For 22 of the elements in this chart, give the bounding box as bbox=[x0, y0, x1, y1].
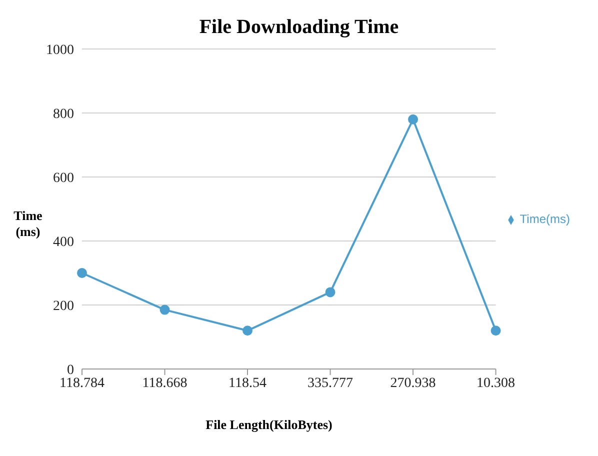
point bbox=[408, 114, 418, 124]
y-tick-label: 200 bbox=[53, 298, 74, 314]
y-tick-label: 1000 bbox=[46, 42, 74, 58]
x-tick-label: 118.668 bbox=[142, 376, 188, 391]
x-tick-label: 270.938 bbox=[390, 376, 436, 391]
legend-label: Time(ms) bbox=[520, 212, 570, 226]
x-tick-label: 118.54 bbox=[228, 376, 267, 391]
y-tick-label: 400 bbox=[53, 234, 74, 250]
x-tick-label: 118.784 bbox=[60, 376, 104, 391]
x-tick-label: 335.777 bbox=[308, 376, 354, 391]
y-tick-label: 0 bbox=[67, 362, 74, 378]
x-axis-title: File Length(KiloBytes) bbox=[204, 417, 334, 433]
point bbox=[490, 326, 501, 336]
x-tick-label: 10.308 bbox=[476, 376, 516, 391]
point bbox=[242, 326, 253, 336]
chart-title: File Downloading Time bbox=[198, 15, 400, 39]
point bbox=[77, 268, 87, 278]
point bbox=[160, 304, 170, 315]
y-tick-label: 800 bbox=[53, 106, 74, 122]
point bbox=[325, 287, 336, 298]
y-axis-title: Time (ms) bbox=[12, 208, 44, 240]
y-tick-label: 600 bbox=[53, 170, 74, 186]
